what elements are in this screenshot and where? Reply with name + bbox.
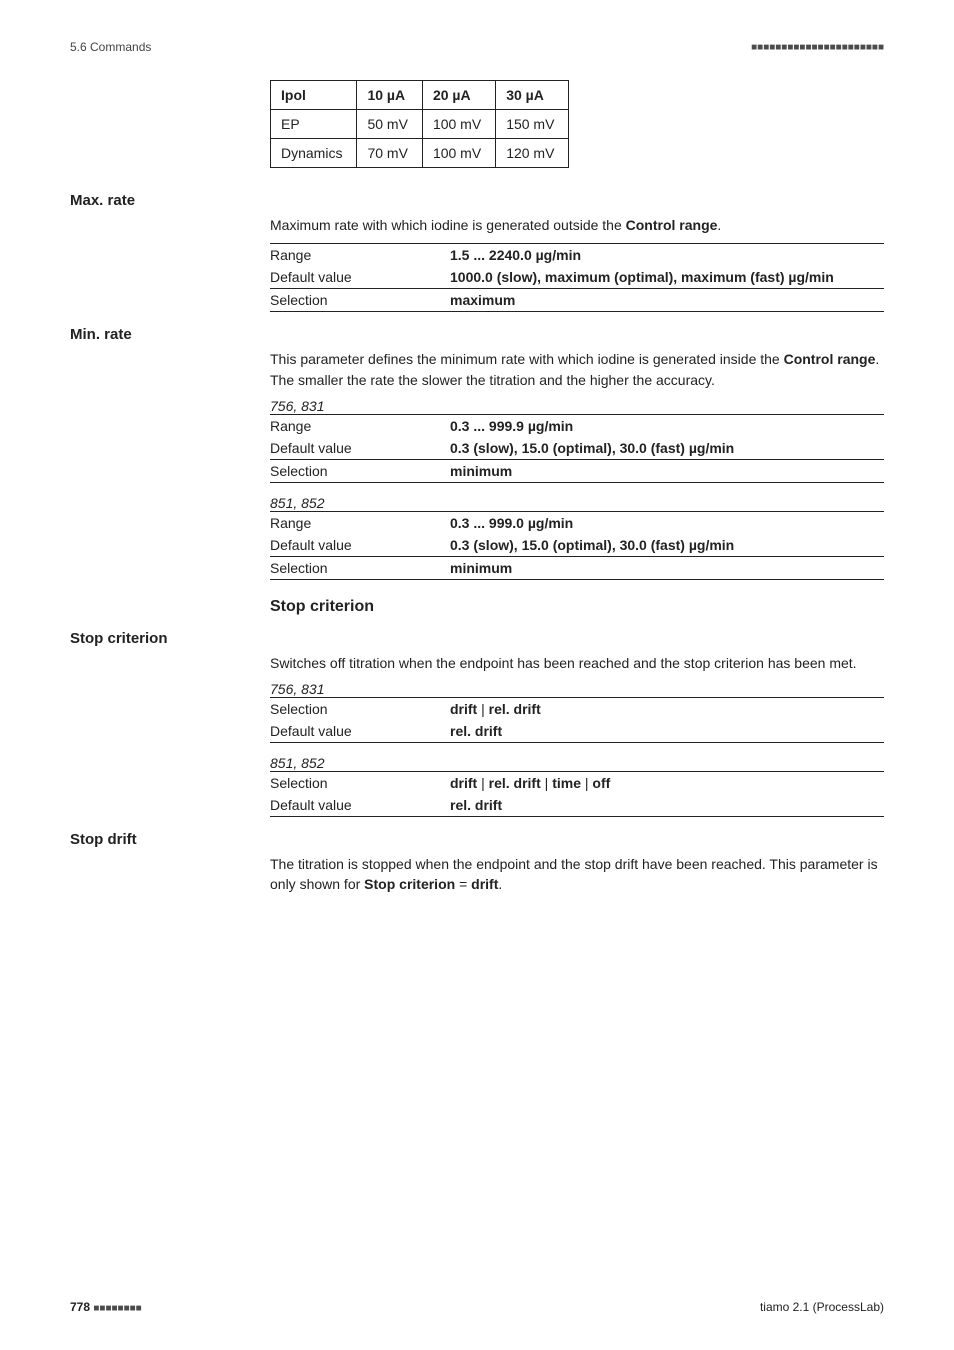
footer-product: tiamo 2.1 (ProcessLab) [760,1300,884,1314]
page-footer: 778 ■■■■■■■■ tiamo 2.1 (ProcessLab) [70,1300,884,1314]
group-title: 851, 852 [270,495,884,511]
param-key: Selection [270,698,450,721]
param-value: drift | rel. drift [450,698,884,721]
param-key: Selection [270,459,450,482]
param-value: rel. drift [450,720,884,743]
param-key: Selection [270,289,450,312]
min-rate-label: Min. rate [70,326,884,343]
ipol-cell: 120 mV [496,139,569,168]
param-value: 0.3 (slow), 15.0 (optimal), 30.0 (fast) … [450,534,884,557]
max-rate-description: Maximum rate with which iodine is genera… [270,215,884,235]
param-key: Default value [270,437,450,460]
runhead-section: 5.6 Commands [70,40,151,54]
page-number: 778 [70,1300,90,1314]
ipol-table: Ipol 10 µA 20 µA 30 µA EP 50 mV 100 mV 1… [270,80,569,168]
param-value: 1.5 ... 2240.0 µg/min [450,244,884,267]
param-value: rel. drift [450,794,884,817]
param-key: Range [270,414,450,437]
min-rate-description: This parameter defines the minimum rate … [270,349,884,390]
param-key: Range [270,511,450,534]
param-key: Selection [270,556,450,579]
min-rate-params-756-831: Range 0.3 ... 999.9 µg/min Default value… [270,414,884,483]
param-value: 0.3 ... 999.0 µg/min [450,511,884,534]
param-key: Default value [270,720,450,743]
stop-criterion-params-851-852: Selection drift | rel. drift | time | of… [270,771,884,817]
runhead-dots: ■■■■■■■■■■■■■■■■■■■■■■ [751,42,884,53]
ipol-cell: 150 mV [496,110,569,139]
param-value: drift | rel. drift | time | off [450,772,884,795]
stop-criterion-params-756-831: Selection drift | rel. drift Default val… [270,697,884,743]
param-key: Default value [270,794,450,817]
ipol-cell: EP [271,110,357,139]
stop-drift-label: Stop drift [70,831,884,848]
param-value: 0.3 ... 999.9 µg/min [450,414,884,437]
param-value: minimum [450,459,884,482]
stop-criterion-label: Stop criterion [70,630,884,647]
stop-drift-description: The titration is stopped when the endpoi… [270,854,884,895]
param-key: Range [270,244,450,267]
ipol-cell: 70 mV [357,139,422,168]
param-key: Default value [270,266,450,289]
group-title: 756, 831 [270,681,884,697]
group-title: 851, 852 [270,755,884,771]
footer-dots: ■■■■■■■■ [93,1303,141,1314]
ipol-header: 10 µA [357,81,422,110]
ipol-cell: 100 mV [422,139,495,168]
ipol-cell: Dynamics [271,139,357,168]
param-value: 0.3 (slow), 15.0 (optimal), 30.0 (fast) … [450,437,884,460]
param-value: minimum [450,556,884,579]
param-key: Default value [270,534,450,557]
param-value: maximum [450,289,884,312]
max-rate-params: Range 1.5 ... 2240.0 µg/min Default valu… [270,243,884,312]
group-title: 756, 831 [270,398,884,414]
stop-criterion-description: Switches off titration when the endpoint… [270,653,884,673]
stop-criterion-heading: Stop criterion [270,598,884,616]
ipol-cell: 100 mV [422,110,495,139]
param-key: Selection [270,772,450,795]
max-rate-label: Max. rate [70,192,884,209]
min-rate-params-851-852: Range 0.3 ... 999.0 µg/min Default value… [270,511,884,580]
ipol-header: 30 µA [496,81,569,110]
running-header: 5.6 Commands ■■■■■■■■■■■■■■■■■■■■■■ [70,40,884,54]
ipol-header: 20 µA [422,81,495,110]
footer-left: 778 ■■■■■■■■ [70,1300,142,1314]
param-value: 1000.0 (slow), maximum (optimal), maximu… [450,266,884,289]
ipol-cell: 50 mV [357,110,422,139]
ipol-header: Ipol [271,81,357,110]
